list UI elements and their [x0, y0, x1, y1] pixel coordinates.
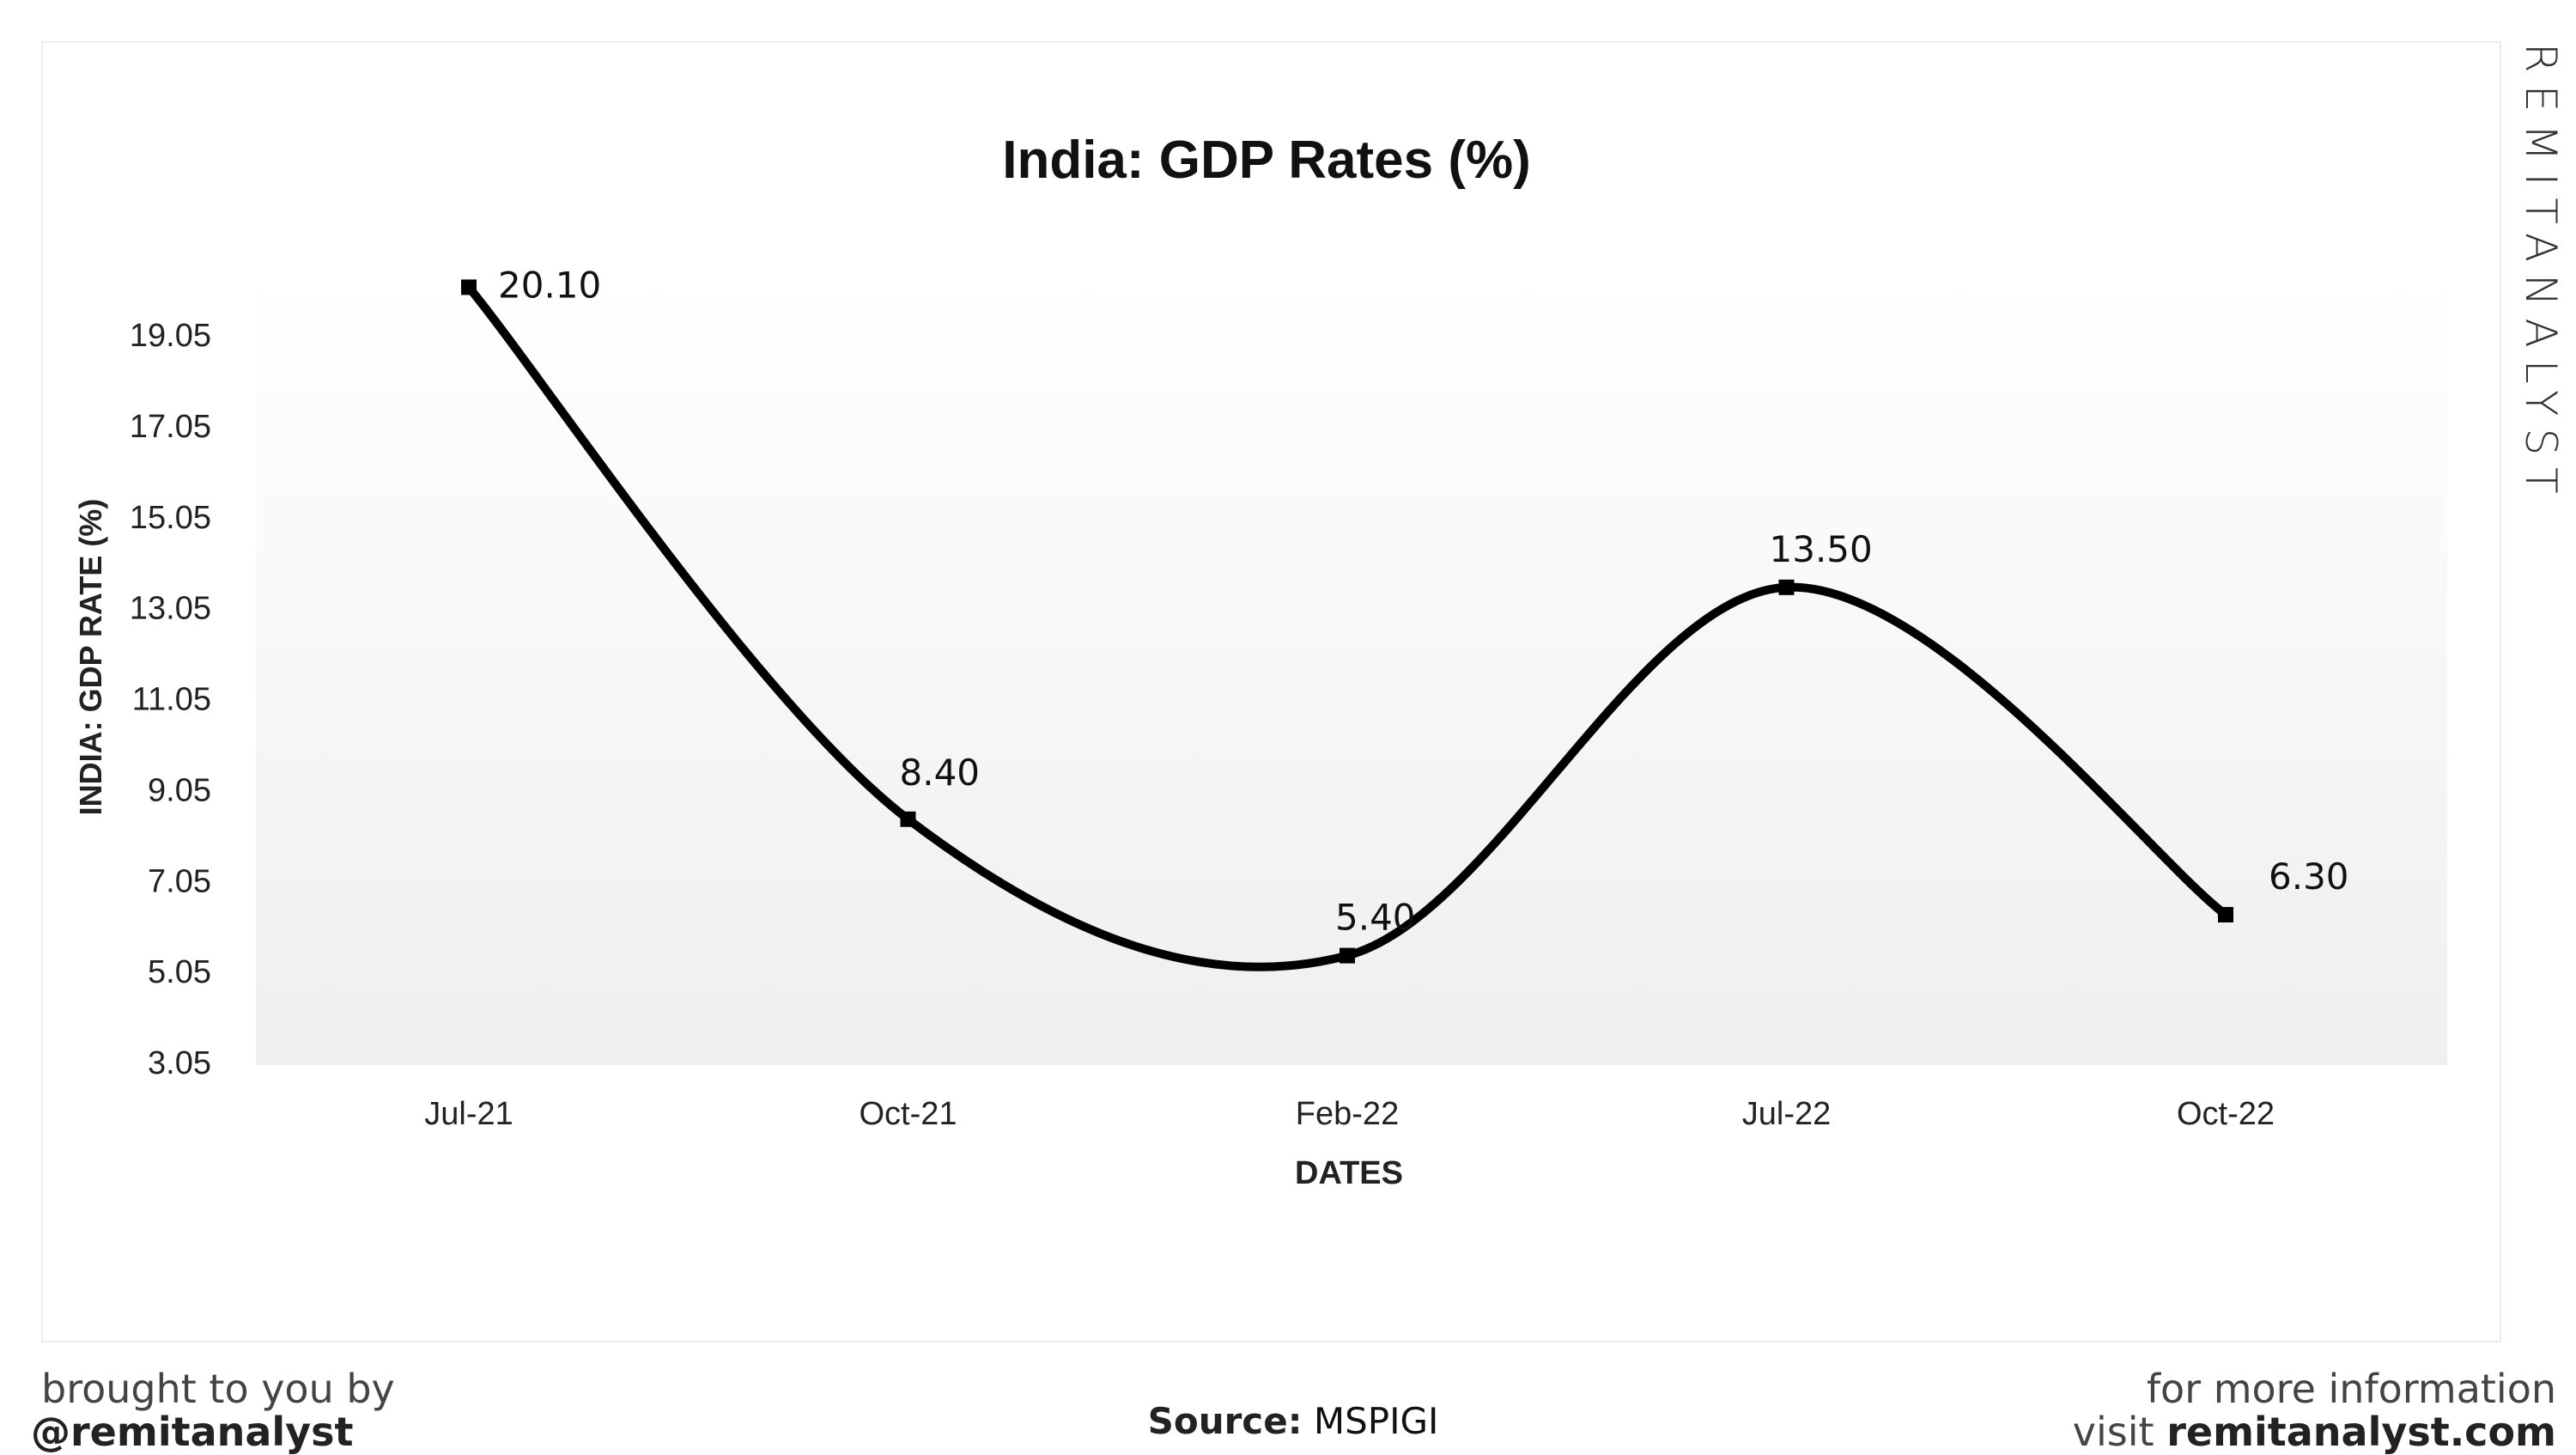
y-tick-label: 7.05	[148, 863, 211, 899]
chart-card	[41, 41, 2501, 1342]
data-label: 20.10	[498, 264, 601, 306]
y-tick-label: 13.05	[130, 591, 211, 627]
website-link[interactable]: remitanalyst.com	[2166, 1409, 2556, 1455]
source-label: Source:	[1147, 1400, 1303, 1442]
y-tick-label: 17.05	[130, 409, 211, 445]
x-tick-label: Oct-22	[2177, 1096, 2275, 1132]
data-point-marker	[2218, 906, 2233, 922]
visit-prefix: visit	[2072, 1409, 2154, 1455]
footer-brought-by: brought to you by	[41, 1366, 395, 1412]
footer-visit: visit remitanalyst.com	[2073, 1409, 2556, 1455]
data-point-marker	[900, 811, 916, 827]
data-point-marker	[1778, 579, 1795, 595]
data-label: 5.40	[1335, 897, 1416, 939]
y-tick-label: 9.05	[148, 772, 211, 808]
data-label: 13.50	[1770, 528, 1873, 570]
source-value: MSPIGI	[1313, 1400, 1439, 1442]
data-label: 6.30	[2269, 855, 2349, 898]
x-tick-label: Jul-21	[424, 1096, 513, 1132]
x-tick-label: Oct-21	[859, 1096, 957, 1132]
y-tick-label: 11.05	[132, 682, 211, 718]
x-tick-label: Jul-22	[1742, 1096, 1832, 1132]
chart-title: India: GDP Rates (%)	[1002, 131, 1531, 190]
brand-watermark: REMITANALYST	[2516, 43, 2566, 506]
footer-source: Source: MSPIGI	[1148, 1400, 1439, 1442]
data-point-marker	[1340, 947, 1355, 964]
x-axis-label: DATES	[1295, 1155, 1403, 1191]
data-point-marker	[461, 279, 477, 295]
y-tick-label: 5.05	[148, 954, 211, 990]
y-tick-label: 15.05	[130, 500, 211, 536]
x-tick-label: Feb-22	[1296, 1096, 1399, 1132]
footer-handle[interactable]: @remitanalyst	[31, 1409, 354, 1455]
plot-area	[256, 272, 2447, 1065]
y-tick-label: 3.05	[148, 1045, 211, 1081]
y-tick-label: 19.05	[130, 318, 211, 354]
y-axis-label: INDIA: GDP RATE (%)	[73, 499, 108, 816]
data-label: 8.40	[900, 752, 981, 794]
footer-more-info: for more information	[2146, 1366, 2556, 1412]
